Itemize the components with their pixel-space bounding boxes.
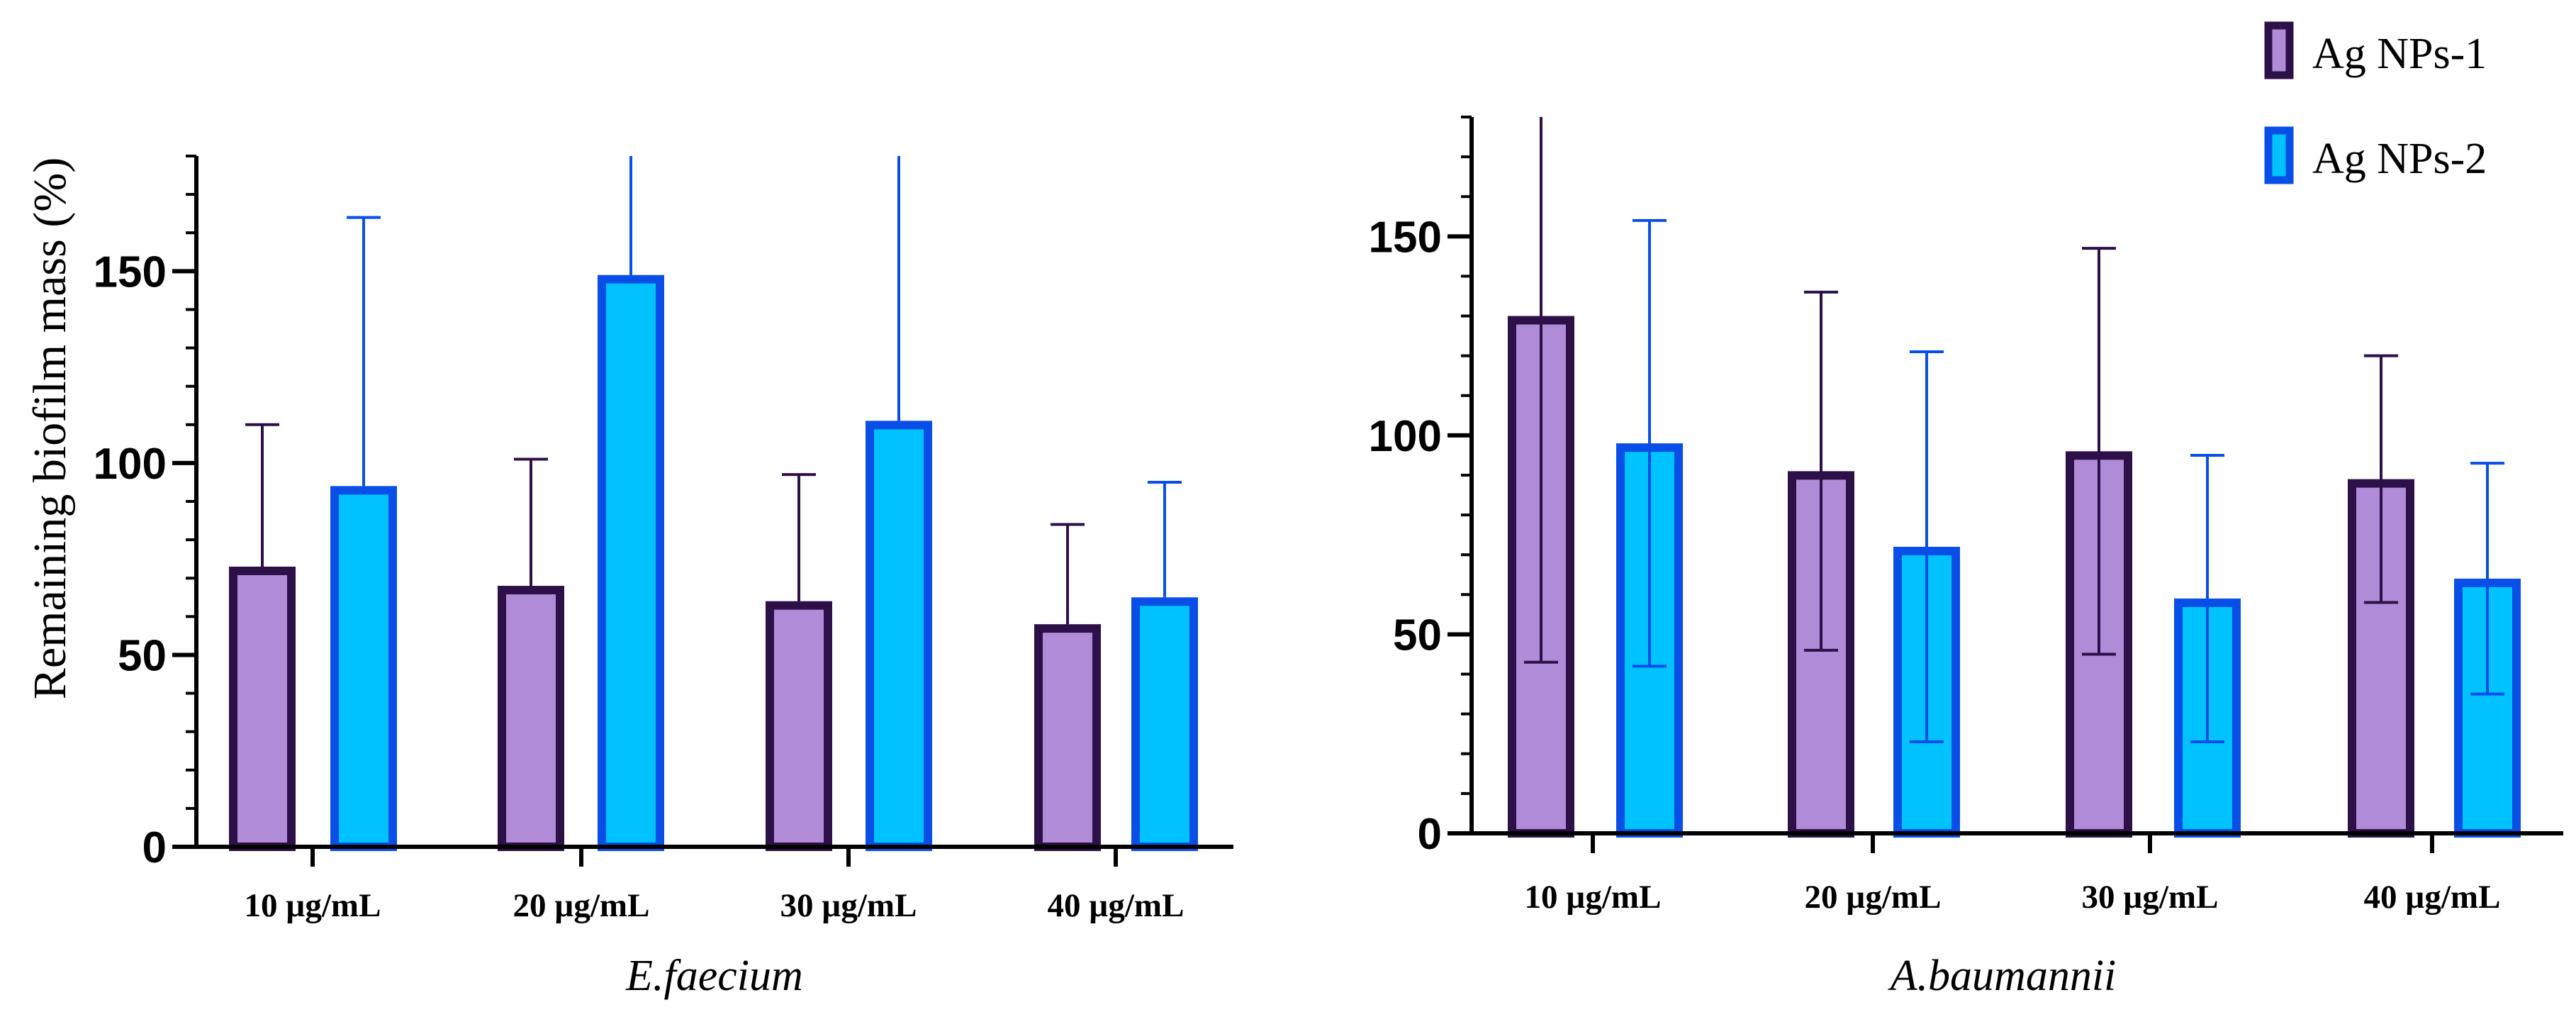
legend-label-ag-nps-1: Ag NPs-1 <box>2312 30 2487 78</box>
chart-efaecium-y-tick-label: 150 <box>94 248 167 296</box>
legend-label-ag-nps-2: Ag NPs-2 <box>2312 135 2487 183</box>
chart-efaecium-x-axis-title: E.faecium <box>625 952 803 1000</box>
legend-swatch-ag-nps-1 <box>2264 21 2294 79</box>
chart-abaumannii-y-tick-label: 150 <box>1369 213 1442 262</box>
chart-efaecium-bar-ag-nps-2-30-g-ml <box>866 421 932 851</box>
chart-efaecium-x-tick-label-20-g-ml: 20 µg/mL <box>513 887 650 924</box>
chart-abaumannii-x-tick-label-30-g-ml: 30 µg/mL <box>2082 879 2219 916</box>
chart-efaecium-bar-ag-nps-1-20-g-ml <box>498 586 564 851</box>
chart-abaumannii: 0 50 100 150 10 µg/mL 20 µg/mL 30 µg/mL 40 µg/m… <box>1369 116 2563 1000</box>
chart-abaumannii-bar-ag-nps-1-40-g-ml <box>2348 479 2414 838</box>
chart-abaumannii-x-tick-label-40-g-ml: 40 µg/mL <box>2364 879 2501 916</box>
chart-efaecium-y-axis-title: Remaining biofilm mass (%) <box>24 157 76 699</box>
chart-abaumannii-y-tick-label: 0 <box>1418 810 1442 859</box>
legend-swatch-ag-nps-2 <box>2264 126 2294 184</box>
chart-efaecium-bar-ag-nps-1-30-g-ml <box>766 601 832 851</box>
chart-efaecium-x-tick-label-10-g-ml: 10 µg/mL <box>245 887 381 924</box>
chart-efaecium-plot-area: 0 50 100 150 10 µg/mL 20 µg/mL 30 µg/mL 40 µg/m… <box>94 155 1233 924</box>
chart-abaumannii-x-tick-label-10-g-ml: 10 µg/mL <box>1525 879 1662 916</box>
chart-abaumannii-x-tick-label-20-g-ml: 20 µg/mL <box>1805 879 1942 916</box>
chart-efaecium-bar-ag-nps-1-40-g-ml <box>1034 624 1101 852</box>
chart-efaecium-y-tick-label: 100 <box>94 440 167 489</box>
chart-abaumannii-y-tick-label: 50 <box>1393 611 1442 660</box>
chart-efaecium-bar-ag-nps-2-20-g-ml <box>598 274 664 851</box>
chart-efaecium-x-tick-label-30-g-ml: 30 µg/mL <box>780 887 917 924</box>
chart-efaecium-bar-ag-nps-2-10-g-ml <box>330 486 397 851</box>
chart-abaumannii-x-axis-title: A.baumannii <box>1888 952 2117 1000</box>
chart-efaecium-y-tick-label: 50 <box>118 631 167 680</box>
chart-efaecium-y-tick-label: 0 <box>142 823 167 872</box>
chart-abaumannii-plot-area: 0 50 100 150 10 µg/mL 20 µg/mL 30 µg/mL 40 µg/m… <box>1369 116 2563 916</box>
chart-efaecium: Remaining biofilm mass (%) 0 50 100 150 10 µ… <box>24 155 1233 1000</box>
chart-efaecium-bar-ag-nps-1-10-g-ml <box>229 566 296 851</box>
chart-efaecium-x-tick-label-40-g-ml: 40 µg/mL <box>1048 887 1185 924</box>
chart-efaecium-bar-ag-nps-2-40-g-ml <box>1131 597 1198 851</box>
legend: Ag NPs-1 Ag NPs-2 <box>2264 21 2487 184</box>
chart-abaumannii-y-tick-label: 100 <box>1369 412 1442 461</box>
